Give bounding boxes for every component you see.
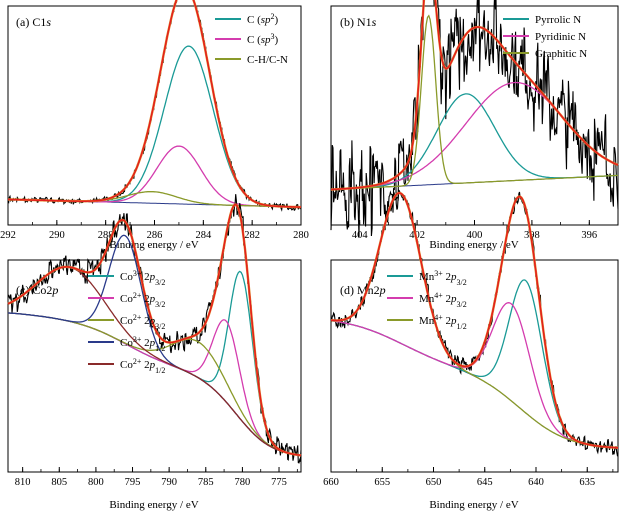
x-tick-label-d: 655 xyxy=(374,477,390,488)
legend-label-d-2: Mn4+ 2p1/2 xyxy=(419,313,467,331)
legend-c: Co3+ 2p3/2 Co2+ 2p3/2 Co2+ 2p3/2 Co3+ 2p1/2… xyxy=(88,269,165,375)
x-tick-label-c: 790 xyxy=(161,477,177,488)
x-tick-label-c: 775 xyxy=(271,477,287,488)
raw-data-line-b xyxy=(330,0,619,238)
envelope-line-c xyxy=(7,203,302,457)
x-tick-label-d: 635 xyxy=(579,477,595,488)
x-axis-b: 404 402 400 398 396 xyxy=(330,220,619,241)
legend-label-a-0: C (sp2) xyxy=(247,12,279,27)
legend-label-d-1: Mn4+ 2p3/2 xyxy=(419,291,467,309)
x-axis-label-b: Binding energy / eV xyxy=(429,239,518,251)
x-axis-label-d: Binding energy / eV xyxy=(429,499,518,511)
x-axis-label-a: Binding energy / eV xyxy=(109,239,198,251)
legend-label-b-0: Pyrrolic N xyxy=(535,14,581,26)
panel-b: (b) N1s 404 402 400 398 396 Pyrrolic NPyridi… xyxy=(330,0,619,251)
legend-label-a-2: C-H/C-N xyxy=(247,54,288,66)
x-tick-label-b: 396 xyxy=(581,230,597,241)
curves-b xyxy=(330,0,619,238)
curves-a xyxy=(7,0,302,212)
x-tick-label-b: 402 xyxy=(409,230,425,241)
x-tick-label-a: 286 xyxy=(147,230,163,241)
x-axis-a: 292 290 288 286 284 282 280 xyxy=(0,220,309,241)
x-tick-label-d: 645 xyxy=(477,477,493,488)
legend-label-d-0: Mn3+ 2p3/2 xyxy=(419,269,467,287)
envelope-line-b xyxy=(331,0,619,191)
legend-d: Mn3+ 2p3/2 Mn4+ 2p3/2 Mn4+ 2p1/2 xyxy=(387,269,467,331)
plot-frame-d xyxy=(330,259,619,473)
x-tick-label-b: 400 xyxy=(467,230,483,241)
x-tick-label-d: 660 xyxy=(323,477,339,488)
background-line-d xyxy=(330,320,619,449)
x-tick-label-a: 290 xyxy=(49,230,65,241)
plot-frame-c xyxy=(7,259,302,473)
x-tick-label-a: 292 xyxy=(0,230,16,241)
x-tick-label-c: 795 xyxy=(125,477,141,488)
legend-label-c-0: Co3+ 2p3/2 xyxy=(120,269,165,287)
legend-label-c-3: Co3+ 2p1/2 xyxy=(120,335,165,353)
legend-label-c-2: Co2+ 2p3/2 xyxy=(120,313,165,331)
x-tick-label-c: 800 xyxy=(88,477,104,488)
panel-a: (a) C1s 292 290 288 286 284 282 280 C (sp2)C (… xyxy=(0,0,309,251)
x-tick-label-a: 280 xyxy=(293,230,309,241)
x-axis-label-c: Binding energy / eV xyxy=(109,499,198,511)
x-tick-label-a: 284 xyxy=(195,230,212,241)
x-tick-label-b: 404 xyxy=(352,230,369,241)
x-tick-label-d: 640 xyxy=(528,477,544,488)
legend-label-b-1: Pyridinic N xyxy=(535,31,586,43)
x-axis-d: 660 655 650 645 640 635 xyxy=(323,467,614,488)
panel-title-b: (b) N1s xyxy=(340,15,377,29)
x-tick-label-a: 288 xyxy=(98,230,114,241)
x-tick-label-c: 780 xyxy=(235,477,251,488)
x-tick-label-c: 805 xyxy=(51,477,67,488)
envelope-line-a xyxy=(7,0,301,208)
envelope-line-d xyxy=(330,192,619,449)
series-line-b-2 xyxy=(331,14,618,191)
series-line-a-1 xyxy=(7,145,301,208)
legend-label-c-1: Co2+ 2p3/2 xyxy=(120,291,165,309)
x-axis-c: 810 805 800 795 790 785 780 775 xyxy=(15,467,298,488)
x-tick-label-c: 785 xyxy=(198,477,214,488)
legend-a: C (sp2) C (sp3) C-H/C-N xyxy=(215,12,288,66)
legend-b: Pyrrolic N Pyridinic N Graphitic N xyxy=(503,14,587,60)
panel-title-d: (d) Mn2p xyxy=(340,283,386,297)
x-tick-label-d: 650 xyxy=(426,477,442,488)
series-line-a-0 xyxy=(7,45,301,208)
curves-c xyxy=(7,194,302,464)
legend-label-b-2: Graphitic N xyxy=(535,48,587,60)
panel-d: (d) Mn2p 660 655 650 645 640 635 Mn3+ 2p3/2Mn… xyxy=(323,189,619,511)
curves-d xyxy=(330,189,619,457)
legend-label-a-1: C (sp3) xyxy=(247,32,279,47)
x-tick-label-c: 810 xyxy=(15,477,31,488)
panel-c: (c) Co2p 810 805 800 795 790 785 780 775 Co3+ 2… xyxy=(7,194,302,511)
panel-title-a: (a) C1s xyxy=(16,15,51,29)
legend-label-c-4: Co2+ 2p1/2 xyxy=(120,357,165,375)
x-tick-label-a: 282 xyxy=(244,230,260,241)
